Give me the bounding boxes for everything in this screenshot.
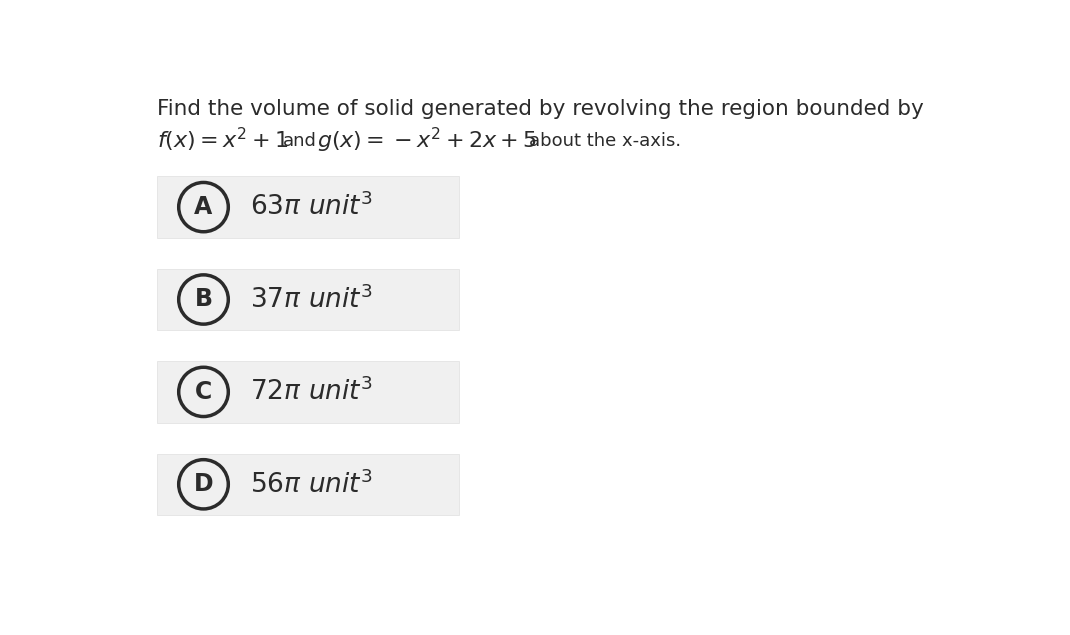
Text: C: C: [195, 380, 212, 404]
Text: Find the volume of solid generated by revolving the region bounded by: Find the volume of solid generated by re…: [157, 99, 923, 119]
Text: and: and: [282, 133, 317, 150]
Text: D: D: [194, 472, 213, 497]
Text: $\mathit{f}(\mathit{x}) = \mathit{x}^2 + 1$: $\mathit{f}(\mathit{x}) = \mathit{x}^2 +…: [157, 126, 289, 154]
Text: A: A: [195, 195, 213, 219]
Text: $72\pi\ \mathit{unit}^3$: $72\pi\ \mathit{unit}^3$: [250, 378, 373, 406]
FancyBboxPatch shape: [157, 453, 459, 515]
FancyBboxPatch shape: [157, 361, 459, 423]
Text: B: B: [195, 288, 213, 312]
FancyBboxPatch shape: [157, 177, 459, 238]
Text: $63\pi\ \mathit{unit}^3$: $63\pi\ \mathit{unit}^3$: [250, 193, 373, 222]
FancyBboxPatch shape: [157, 269, 459, 330]
Text: $56\pi\ \mathit{unit}^3$: $56\pi\ \mathit{unit}^3$: [250, 470, 373, 498]
Text: $\mathit{g}(\mathit{x}) = -\mathit{x}^2 + 2\mathit{x} + 5$: $\mathit{g}(\mathit{x}) = -\mathit{x}^2 …: [318, 126, 537, 156]
Text: about the x-axis.: about the x-axis.: [529, 133, 682, 150]
Text: $37\pi\ \mathit{unit}^3$: $37\pi\ \mathit{unit}^3$: [250, 285, 373, 314]
